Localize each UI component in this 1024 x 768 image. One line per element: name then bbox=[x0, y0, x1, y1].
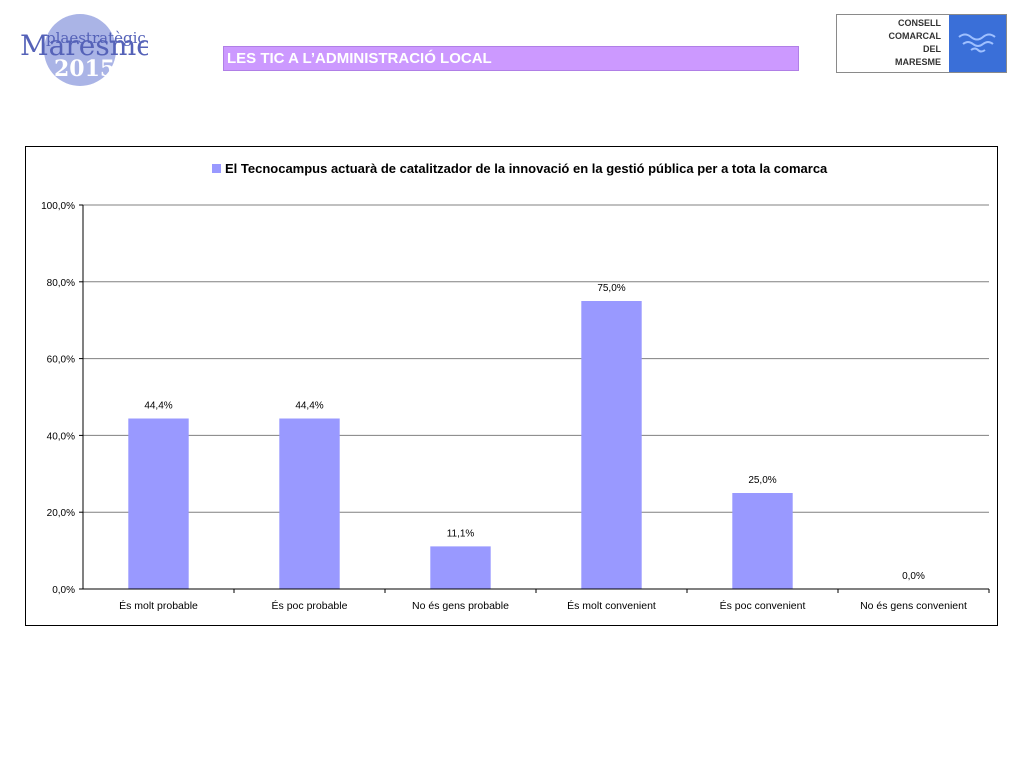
logo-text-main: Maresme bbox=[20, 29, 148, 62]
council-line: MARESME bbox=[894, 57, 941, 67]
wave-icon bbox=[958, 33, 996, 41]
y-tick-label: 100,0% bbox=[41, 201, 75, 212]
x-tick-label: No és gens probable bbox=[412, 600, 509, 612]
bar bbox=[732, 493, 793, 589]
plaestrategic-logo: plaestratègic Maresme 2015 bbox=[18, 10, 153, 90]
bar-chart: El Tecnocampus actuarà de catalitzador d… bbox=[41, 161, 990, 612]
y-tick-label: 40,0% bbox=[47, 431, 75, 442]
council-logo: CONSELL COMARCAL DEL MARESME bbox=[836, 14, 1007, 73]
wave-icon bbox=[962, 41, 994, 47]
x-tick-label: És poc convenient bbox=[720, 599, 806, 612]
section-title: LES TIC A L’ADMINISTRACIÓ LOCAL bbox=[223, 46, 799, 71]
council-name: CONSELL COMARCAL DEL MARESME bbox=[837, 17, 949, 69]
data-label: 75,0% bbox=[597, 283, 625, 294]
wave-icon bbox=[970, 47, 986, 53]
data-label: 11,1% bbox=[447, 528, 475, 539]
data-label: 25,0% bbox=[748, 475, 776, 486]
bar bbox=[279, 418, 340, 589]
council-line: COMARCAL bbox=[888, 31, 942, 41]
chart-frame: El Tecnocampus actuarà de catalitzador d… bbox=[25, 146, 998, 626]
logo-text-year: 2015 bbox=[54, 56, 115, 82]
data-label: 44,4% bbox=[144, 401, 172, 412]
bar bbox=[430, 546, 491, 589]
bar bbox=[581, 301, 642, 589]
y-tick-label: 0,0% bbox=[52, 585, 75, 596]
x-tick-label: És molt probable bbox=[119, 599, 198, 612]
council-line: DEL bbox=[923, 44, 941, 54]
y-tick-label: 20,0% bbox=[47, 508, 75, 519]
logo-text-top: plaestratègic bbox=[46, 29, 146, 47]
x-tick-label: No és gens convenient bbox=[860, 600, 967, 612]
x-tick-label: És poc probable bbox=[272, 599, 348, 612]
logo-circle bbox=[44, 14, 116, 86]
legend-swatch bbox=[212, 164, 221, 173]
x-tick-label: És molt convenient bbox=[567, 599, 656, 612]
bar bbox=[128, 418, 189, 589]
data-label: 0,0% bbox=[902, 571, 925, 582]
y-tick-label: 60,0% bbox=[47, 355, 75, 366]
data-label: 44,4% bbox=[295, 401, 323, 412]
council-line: CONSELL bbox=[897, 18, 941, 28]
legend-label: El Tecnocampus actuarà de catalitzador d… bbox=[225, 161, 828, 176]
y-tick-label: 80,0% bbox=[47, 278, 75, 289]
council-emblem bbox=[949, 15, 1006, 72]
